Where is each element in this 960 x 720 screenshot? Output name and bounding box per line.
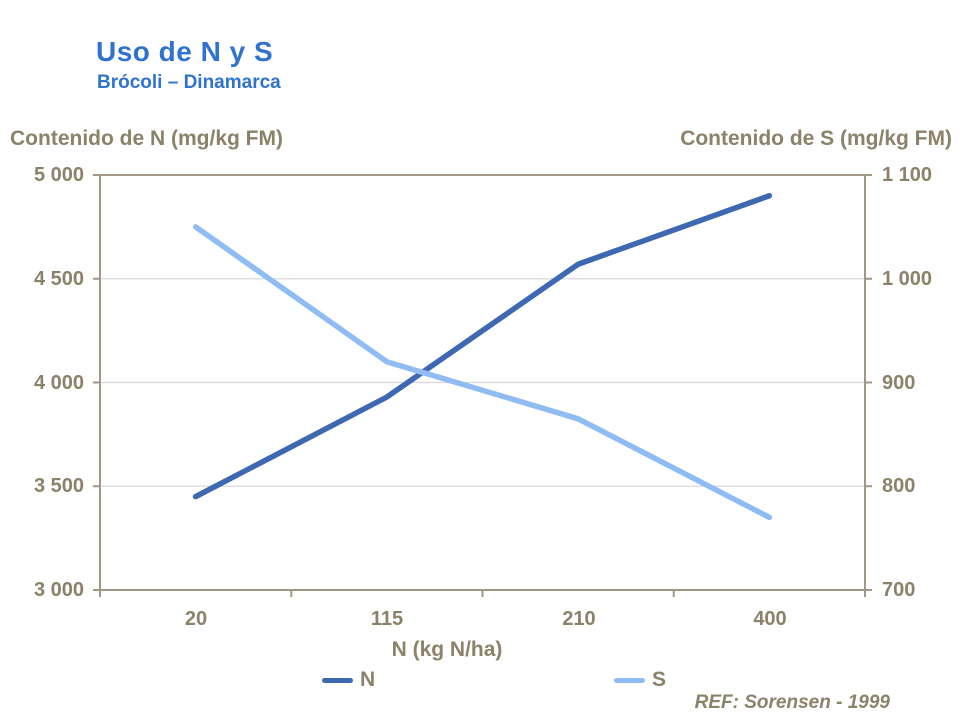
left-axis-tick-label: 4 500: [33, 268, 84, 290]
reference-citation: REF: Sorensen - 1999: [694, 692, 890, 713]
left-axis-tick-label: 4 000: [33, 372, 84, 394]
n-series-legend-swatch: [322, 677, 353, 683]
x-axis-tick-label: 20: [184, 608, 208, 630]
n-series-line: [192, 193, 773, 500]
right-axis-title: Contenido de S (mg/kg FM): [680, 127, 952, 150]
x-axis-tick-label: 210: [562, 608, 596, 630]
left-axis-tick-label: 3 000: [33, 579, 84, 601]
x-axis-tick-label: 400: [753, 608, 787, 630]
s-series-line: [192, 224, 773, 521]
left-axis-tick-label: 3 500: [33, 475, 84, 497]
x-axis-title: N (kg N/ha): [391, 638, 503, 661]
s-series-legend-swatch: [614, 677, 645, 683]
n-series-legend-label: N: [360, 668, 376, 691]
left-axis-title: Contenido de N (mg/kg FM): [10, 127, 283, 150]
x-axis-tick-label: 115: [370, 608, 404, 630]
legend-item-n: N: [322, 668, 375, 692]
chart-title: Uso de N y S: [96, 36, 274, 67]
legend-item-s: S: [614, 668, 666, 692]
right-axis-tick-label: 700: [882, 579, 916, 601]
s-series-legend-label: S: [652, 668, 667, 691]
right-axis-tick-label: 900: [882, 372, 916, 394]
right-axis-tick-label: 800: [882, 475, 916, 497]
right-axis-tick-label: 1 100: [882, 164, 933, 186]
chart-subtitle: Brócoli – Dinamarca: [97, 72, 281, 93]
left-axis-tick-label: 5 000: [33, 164, 84, 186]
right-axis-tick-label: 1 000: [882, 268, 933, 290]
